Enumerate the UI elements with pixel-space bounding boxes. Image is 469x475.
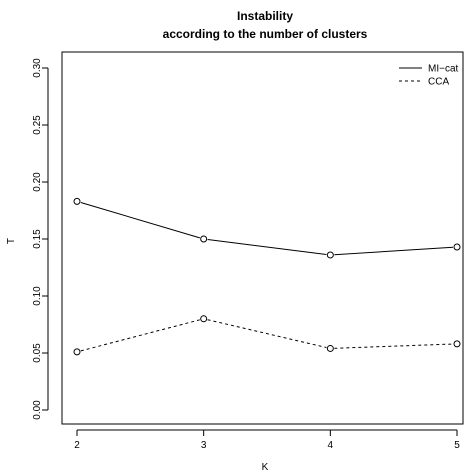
plot-frame xyxy=(61,51,464,425)
series-line-segment-cca xyxy=(334,343,454,349)
x-axis-label: K xyxy=(262,462,269,473)
data-point-mi-cat xyxy=(73,197,81,205)
y-tick-label: 0.20 xyxy=(32,172,43,192)
data-point-cca xyxy=(73,348,81,356)
series-line-segment-mi-cat xyxy=(207,239,327,255)
data-point-cca xyxy=(326,344,334,352)
series-line-segment-cca xyxy=(80,319,200,352)
data-point-mi-cat xyxy=(453,243,461,251)
x-axis: 2 3 4 5 xyxy=(74,429,460,451)
y-tick-label: 0.30 xyxy=(32,58,43,78)
y-tick-label: 0.25 xyxy=(32,115,43,135)
legend-label-mi-cat: MI−cat xyxy=(428,64,459,75)
legend-label-cca: CCA xyxy=(428,77,449,88)
chart-subtitle: according to the number of clusters xyxy=(163,27,368,41)
series-line-segment-mi-cat xyxy=(334,246,454,256)
legend: MI−cat CCA xyxy=(399,64,459,88)
data-point-cca xyxy=(200,315,208,323)
chart-title: Instability xyxy=(237,9,293,23)
y-tick-label: 0.10 xyxy=(32,286,43,306)
x-tick-label: 5 xyxy=(454,440,460,451)
series-line-segment-cca xyxy=(207,319,327,349)
data-point-mi-cat xyxy=(200,235,208,243)
series-layer xyxy=(73,197,461,356)
x-tick-label: 4 xyxy=(328,440,334,451)
data-point-mi-cat xyxy=(326,251,334,259)
y-axis: 0.00 0.05 0.10 0.15 0.20 0.25 0.30 xyxy=(32,58,49,420)
x-tick-label: 3 xyxy=(201,440,207,451)
series-line-segment-mi-cat xyxy=(80,202,200,239)
y-tick-label: 0.15 xyxy=(32,229,43,249)
x-tick-label: 2 xyxy=(74,440,80,451)
y-tick-label: 0.05 xyxy=(32,343,43,363)
y-axis-label: T xyxy=(6,238,17,244)
data-point-cca xyxy=(453,340,461,348)
y-tick-label: 0.00 xyxy=(32,400,43,420)
